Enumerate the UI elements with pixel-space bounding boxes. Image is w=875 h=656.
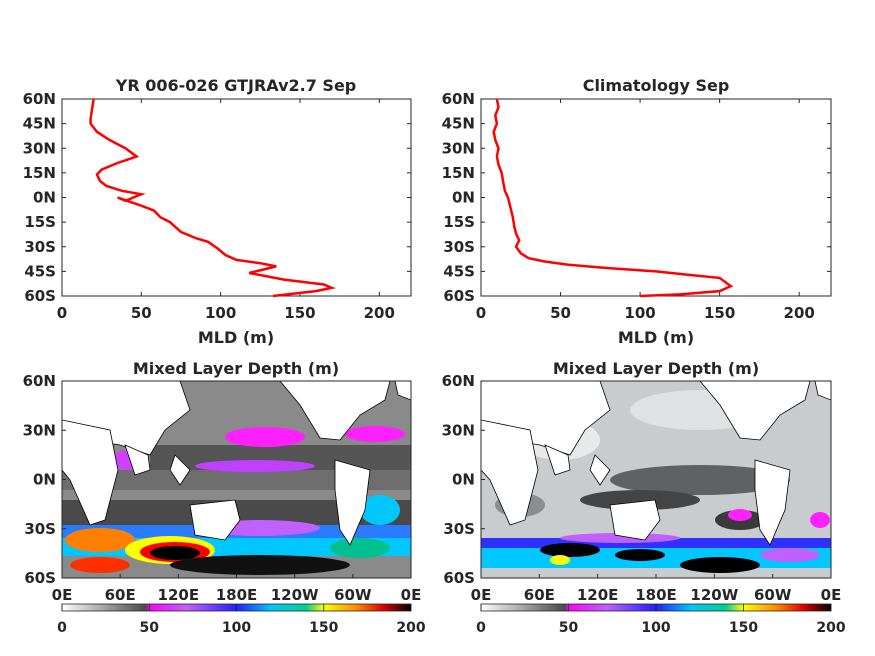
map-xtick-label: 0E	[52, 586, 73, 604]
map-xtick-label: 0E	[471, 586, 492, 604]
map-xtick-label: 60E	[105, 586, 136, 604]
ytick-label: 30N	[442, 139, 475, 157]
panel1-ticks: 0 50 100 150 200 60N 45N 30N 15N 0N 15S 30S 45S 60S	[23, 90, 411, 322]
map-ytick-label: 30S	[443, 520, 475, 538]
ytick-label: 45S	[24, 262, 56, 280]
colorbar-tick-label: 0	[476, 620, 486, 636]
xtick-label: 200	[364, 304, 395, 322]
profile-plot-climatology: Climatology Sep 0 50 100 150 200 60N 45N 30N 15N…	[442, 76, 832, 347]
map-xtick-label: 0E	[401, 586, 422, 604]
map-xtick-label: 120E	[577, 586, 619, 604]
xtick-label: 0	[57, 304, 67, 322]
ytick-label: 60S	[24, 287, 56, 305]
ytick-label: 15N	[442, 164, 475, 182]
panel2-axes-box	[480, 98, 832, 297]
panel4-ticks: 0E 60E 120E 180E 120W 60W 0E 60N 30N 0N 30S 60S	[442, 372, 842, 604]
colorbar-tick-label: 100	[222, 620, 251, 636]
xtick-label: 100	[205, 304, 236, 322]
profile-plot-model: YR 006-026 GTJRAv2.7 Sep 0 50 100 150 200 60N…	[23, 76, 412, 347]
ytick-label: 30S	[24, 238, 56, 256]
ytick-label: 30S	[443, 238, 475, 256]
map-ytick-label: 60N	[442, 372, 475, 390]
map-ytick-label: 0N	[33, 471, 56, 489]
map-ytick-label: 30S	[24, 520, 56, 538]
xtick-label: 0	[476, 304, 486, 322]
xtick-label: 200	[784, 304, 815, 322]
colorbar-tick-label: 50	[140, 620, 160, 636]
map-xtick-label: 180E	[635, 586, 677, 604]
ytick-label: 0N	[33, 189, 56, 207]
ytick-label: 30N	[23, 139, 56, 157]
xtick-label: 50	[550, 304, 571, 322]
panel2-xlabel: MLD (m)	[618, 328, 694, 347]
ytick-label: 45N	[23, 115, 56, 133]
ytick-label: 15S	[443, 213, 475, 231]
map-ytick-label: 60N	[23, 372, 56, 390]
panel4-colorbar-ticks: 0 50 100 150 200	[476, 604, 846, 636]
panel2-ticks: 0 50 100 150 200 60N 45N 30N 15N 0N 15S 30S 45S 60S	[442, 90, 831, 322]
ytick-label: 0N	[452, 189, 475, 207]
map-xtick-label: 120E	[158, 586, 200, 604]
panel3-colorbar-ticks: 0 50 100 150 200	[57, 604, 426, 636]
panel1-title: YR 006-026 GTJRAv2.7 Sep	[115, 76, 357, 95]
map-ytick-label: 60S	[443, 569, 475, 587]
xtick-label: 100	[624, 304, 655, 322]
map-ytick-label: 30N	[23, 421, 56, 439]
panel3-ticks: 0E 60E 120E 180E 120W 60W 0E 60N 30N 0N 30S 60S	[23, 372, 422, 604]
xtick-label: 50	[131, 304, 152, 322]
ytick-label: 60N	[442, 90, 475, 108]
map-xtick-label: 180E	[216, 586, 258, 604]
colorbar-tick-label: 150	[729, 620, 758, 636]
panel4-title: Mixed Layer Depth (m)	[553, 359, 759, 378]
ytick-label: 60N	[23, 90, 56, 108]
panel4-map-field	[481, 381, 831, 578]
colorbar-tick-label: 150	[309, 620, 338, 636]
colorbar-tick-label: 200	[816, 620, 845, 636]
map-xtick-label: 120W	[690, 586, 738, 604]
ytick-label: 60S	[443, 287, 475, 305]
map-xtick-label: 60W	[754, 586, 792, 604]
map-ytick-label: 0N	[452, 471, 475, 489]
xtick-label: 150	[704, 304, 735, 322]
panel3-map-field	[62, 381, 411, 578]
ytick-label: 15N	[23, 164, 56, 182]
map-xtick-label: 60W	[334, 586, 372, 604]
ytick-label: 45S	[443, 262, 475, 280]
map-xtick-label: 120W	[271, 586, 319, 604]
panel1-axes-box	[61, 98, 412, 297]
panel3-title: Mixed Layer Depth (m)	[133, 359, 339, 378]
panel2-title: Climatology Sep	[583, 76, 730, 95]
map-ytick-label: 60S	[24, 569, 56, 587]
map-xtick-label: 60E	[524, 586, 555, 604]
colorbar-tick-label: 100	[641, 620, 670, 636]
ytick-label: 15S	[24, 213, 56, 231]
panel2-mld-line	[492, 98, 734, 298]
colorbar-tick-label: 50	[559, 620, 579, 636]
colorbar-tick-label: 200	[396, 620, 425, 636]
panel1-xlabel: MLD (m)	[198, 328, 274, 347]
map-ytick-label: 30N	[442, 421, 475, 439]
panel1-mld-line	[89, 98, 336, 298]
xtick-label: 150	[284, 304, 315, 322]
colorbar-tick-label: 0	[57, 620, 67, 636]
mld-map-model: Mixed Layer Depth (m)	[23, 359, 426, 636]
map-xtick-label: 0E	[821, 586, 842, 604]
mld-map-climatology: Mixed Layer Depth (m)	[442, 359, 846, 636]
ytick-label: 45N	[442, 115, 475, 133]
